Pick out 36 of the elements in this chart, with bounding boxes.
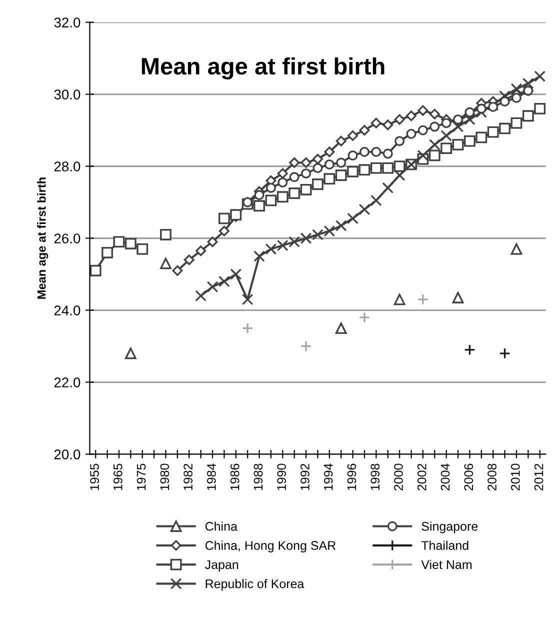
x-tick-label: 1994 bbox=[324, 464, 333, 490]
x-tick-label: 1965 bbox=[113, 464, 122, 490]
x-tick-label: 2002 bbox=[417, 464, 426, 490]
x-tick-label: 1998 bbox=[370, 464, 380, 490]
x-tick-label: 1986 bbox=[230, 464, 240, 490]
legend-label: China, Hong Kong SAR bbox=[205, 540, 336, 552]
x-tick-label: 1988 bbox=[254, 464, 263, 490]
y-tick-label: 20.0 bbox=[54, 450, 80, 460]
legend-label: China bbox=[205, 522, 238, 531]
y-tick-label: 32.0 bbox=[54, 18, 80, 28]
x-tick-label: 2004 bbox=[440, 464, 450, 490]
y-tick-label: 30.0 bbox=[54, 90, 80, 100]
y-tick-label: 24.0 bbox=[54, 306, 80, 316]
x-tick-label: 2010 bbox=[510, 464, 520, 490]
y-tick-label: 22.0 bbox=[54, 378, 80, 388]
legend-label: Singapore bbox=[422, 522, 478, 534]
x-tick-label: 1990 bbox=[277, 464, 286, 490]
y-axis-title: Mean age at first birth bbox=[37, 178, 48, 299]
x-tick-label: 1980 bbox=[160, 464, 170, 490]
text: Mean age at first birth bbox=[142, 57, 384, 80]
x-tick-label: 1982 bbox=[184, 464, 192, 490]
x-tick-label: 1996 bbox=[347, 464, 356, 490]
x-tick-label: 1992 bbox=[300, 464, 310, 490]
legend-label: Thailand bbox=[421, 540, 468, 550]
x-tick-label: 1975 bbox=[136, 464, 146, 490]
y-tick-label: 28.0 bbox=[54, 162, 80, 172]
x-tick-label: 2012 bbox=[534, 464, 544, 490]
y-tick-label: 26.0 bbox=[54, 234, 80, 244]
legend-label: Japan bbox=[205, 560, 238, 572]
legend-label: Viet Nam bbox=[421, 560, 472, 570]
legend-label: Republic of Korea bbox=[206, 579, 304, 591]
x-tick-label: 2000 bbox=[394, 464, 403, 490]
x-tick-label: 1955 bbox=[90, 464, 99, 490]
x-tick-label: 1984 bbox=[207, 464, 216, 490]
x-tick-label: 2008 bbox=[488, 464, 496, 490]
x-tick-label: 2006 bbox=[464, 464, 474, 490]
